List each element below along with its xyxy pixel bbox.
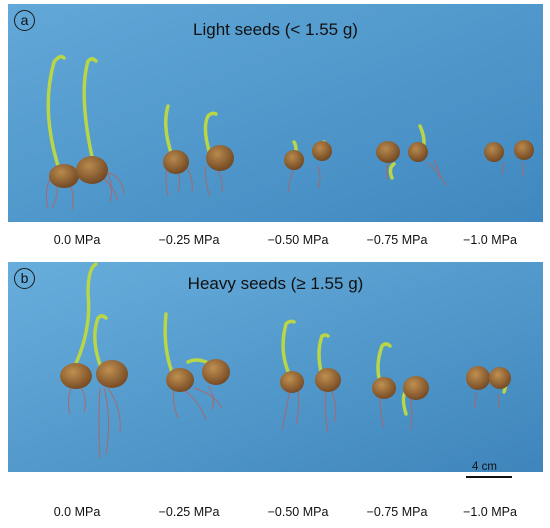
panel-letter-b: b [14, 268, 35, 289]
pressure-label: −1.0 MPa [463, 233, 517, 247]
panel-a-title: Light seeds (< 1.55 g) [193, 20, 358, 39]
scale-bar-label: 4 cm [472, 461, 497, 473]
panel-a-pressure-labels: 0.0 MPa −0.25 MPa −0.50 MPa −0.75 MPa −1… [0, 233, 550, 251]
pressure-label: −0.50 MPa [267, 505, 329, 519]
pressure-label: −0.25 MPa [158, 505, 220, 519]
panel-letter-a: a [14, 10, 35, 31]
panel-a-photo: a Light seeds (< 1.55 g) [8, 4, 543, 222]
pressure-label: 0.0 MPa [53, 233, 101, 247]
pressure-label: −1.0 MPa [463, 505, 517, 519]
pressure-label: 0.0 MPa [53, 505, 101, 519]
pressure-label: −0.75 MPa [366, 233, 428, 247]
panel-b-title: Heavy seeds (≥ 1.55 g) [187, 274, 364, 293]
panel-b-pressure-labels: 0.0 MPa −0.25 MPa −0.50 MPa −0.75 MPa −1… [0, 505, 550, 523]
panel-b-photo: b Heavy seeds (≥ 1.55 g) [8, 262, 543, 472]
panel-a-seedlings-photo [8, 4, 543, 222]
pressure-label: −0.25 MPa [158, 233, 220, 247]
panel-b-seedlings-photo [8, 262, 543, 472]
pressure-label: −0.75 MPa [366, 505, 428, 519]
pressure-label: −0.50 MPa [267, 233, 329, 247]
scale-bar [466, 476, 512, 478]
